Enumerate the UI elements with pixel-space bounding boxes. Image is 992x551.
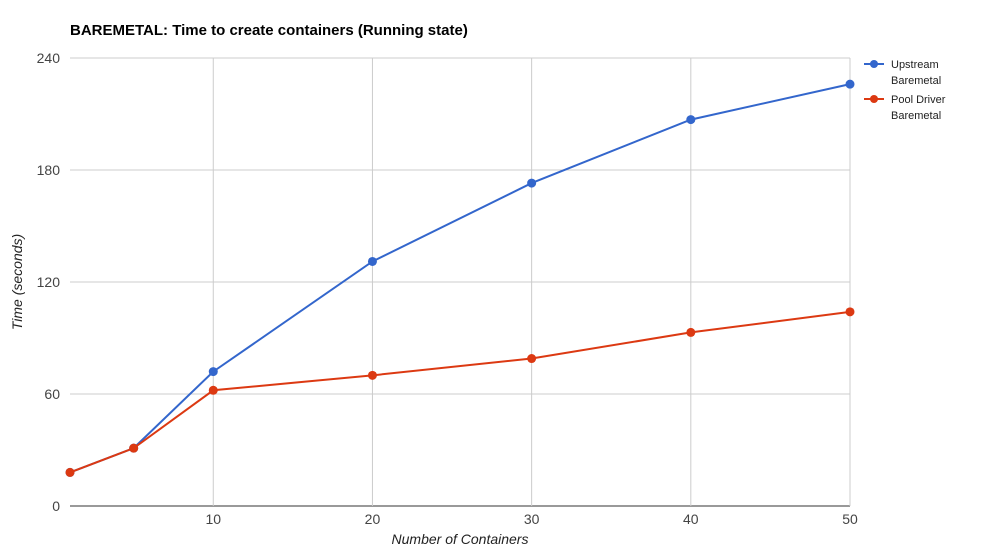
- x-tick-label: 30: [524, 511, 540, 527]
- x-tick-label: 50: [842, 511, 858, 527]
- legend-label: Pool Driver: [891, 94, 946, 106]
- series-1-point: [208, 367, 218, 377]
- series-1-point: [845, 79, 855, 89]
- y-tick-label: 0: [52, 498, 60, 514]
- series-1-point: [686, 115, 696, 125]
- series-line-1: [69, 83, 851, 474]
- legend-label: Baremetal: [891, 110, 941, 122]
- series-2-point: [208, 385, 218, 395]
- series-2-point: [686, 327, 696, 337]
- y-tick-label: 60: [44, 386, 60, 402]
- series-line-2: [69, 310, 851, 474]
- series-2-point: [527, 354, 537, 364]
- x-tick-label: 40: [683, 511, 699, 527]
- x-axis-label: Number of Containers: [392, 531, 529, 547]
- series-2-point: [845, 307, 855, 317]
- x-axis-ticks: 10 20 30 40 50: [205, 511, 858, 527]
- y-tick-label: 240: [37, 50, 61, 66]
- y-axis-ticks: 0 60 120 180 240: [37, 50, 61, 514]
- x-tick-label: 20: [365, 511, 381, 527]
- y-tick-label: 180: [37, 162, 61, 178]
- legend-marker-2: [870, 95, 878, 103]
- series-2-point: [129, 443, 139, 453]
- legend-label: Baremetal: [891, 75, 941, 87]
- legend-marker-1: [870, 60, 878, 68]
- grid: [70, 57, 851, 507]
- chart-title: BAREMETAL: Time to create containers (Ru…: [70, 22, 468, 39]
- series-2-point: [367, 370, 377, 380]
- x-tick-label: 10: [205, 511, 221, 527]
- legend-label: Upstream: [891, 59, 939, 71]
- series-group: [65, 79, 855, 477]
- series-2-point: [65, 467, 75, 477]
- y-tick-label: 120: [37, 274, 61, 290]
- y-axis-label: Time (seconds): [9, 234, 25, 330]
- series-1-point: [367, 256, 377, 266]
- series-1-point: [527, 178, 537, 188]
- legend: Upstream Baremetal Pool Driver Baremetal: [864, 59, 946, 122]
